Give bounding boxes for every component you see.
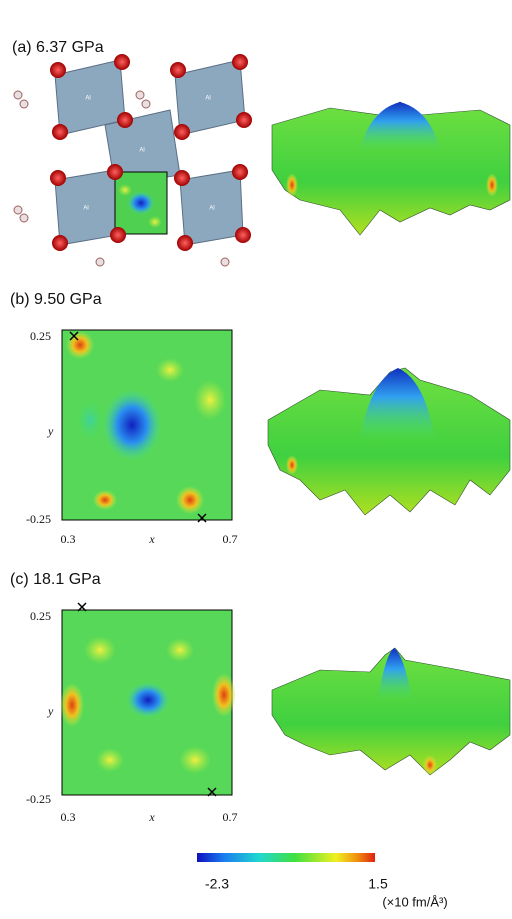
surface-plot <box>268 368 510 515</box>
surface-plot <box>272 648 510 775</box>
panel-label: (c) 18.1 GPa <box>10 571 101 588</box>
x-tick-label: 0.3 <box>61 810 76 824</box>
atom-label: Al <box>209 206 214 212</box>
y-axis-label: y <box>47 704 54 718</box>
colorbar-unit: (×10 fm/Å³) <box>382 894 447 909</box>
y-tick-label: -0.25 <box>26 792 51 806</box>
y-tick-label: 0.25 <box>30 609 51 623</box>
y-tick-label: 0.25 <box>30 329 51 343</box>
atom-label: Al <box>85 96 90 102</box>
x-tick-label: 0.7 <box>223 532 238 546</box>
x-tick-label: 0.3 <box>61 532 76 546</box>
y-tick-label: -0.25 <box>26 512 51 526</box>
density-map <box>60 603 236 796</box>
panel-label: (a) 6.37 GPa <box>12 39 104 56</box>
surface-plot <box>272 102 510 235</box>
figure: (a) 6.37 GPa Al Al Al Al Al <box>0 0 512 914</box>
colorbar <box>197 853 375 862</box>
colorbar-max: 1.5 <box>368 876 388 892</box>
density-map <box>62 330 232 522</box>
atom-label: Al <box>139 148 144 154</box>
colorbar-min: -2.3 <box>205 876 229 892</box>
atom-label: Al <box>83 206 88 212</box>
x-tick-label: 0.7 <box>223 810 238 824</box>
crystal-structure: Al Al Al Al Al <box>14 54 252 266</box>
panel-label: (b) 9.50 GPa <box>10 291 102 308</box>
atom-label: Al <box>205 96 210 102</box>
y-axis-label: y <box>47 424 54 438</box>
x-axis-label: x <box>148 532 155 546</box>
x-axis-label: x <box>148 810 155 824</box>
